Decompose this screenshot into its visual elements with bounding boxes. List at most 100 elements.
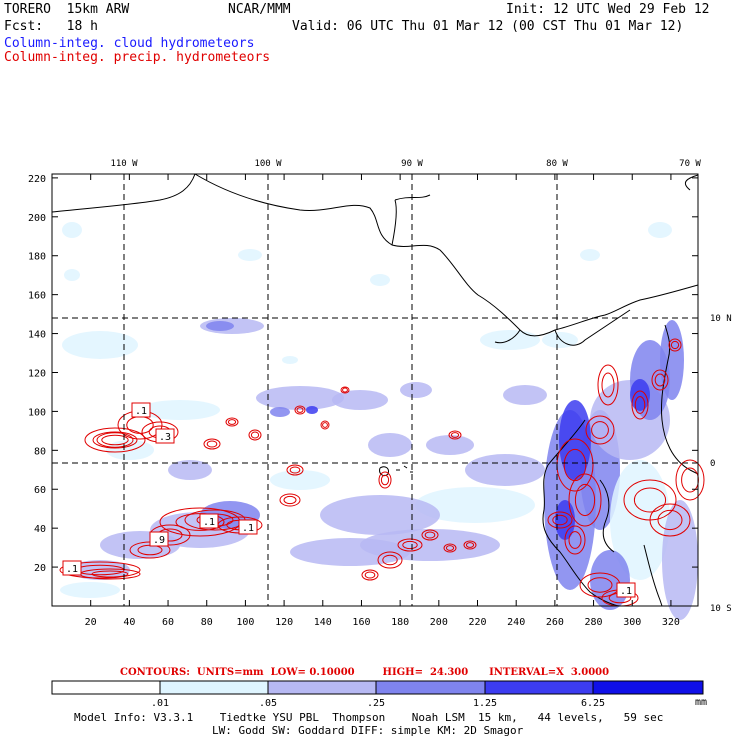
precip-contour <box>649 503 691 537</box>
precip-contour <box>564 525 586 555</box>
precip-contour <box>225 417 239 427</box>
precip-contour <box>563 448 587 482</box>
contour-label-box <box>155 428 175 444</box>
model-info-line-1: Model Info: V3.3.1 Tiedtke YSU PBL Thomp… <box>74 711 664 724</box>
precip-contour <box>681 467 699 493</box>
y-tick-label: 60 <box>34 485 46 496</box>
contour-label: .1 <box>66 564 78 575</box>
precip-contour <box>634 396 646 414</box>
cloud-shade <box>503 385 547 405</box>
precip-contour <box>378 471 392 489</box>
latitude-label: 0 <box>710 459 715 469</box>
precip-contour <box>552 514 568 526</box>
longitude-label: 90 W <box>401 159 423 169</box>
legend-swatch <box>375 680 486 695</box>
precip-contour <box>289 466 301 474</box>
precip-contour <box>342 387 348 393</box>
cloud-shade <box>610 460 670 580</box>
coastline-segment <box>661 324 699 475</box>
precip-contour <box>591 421 609 439</box>
precip-contour <box>380 474 390 486</box>
precip-contour <box>248 429 262 441</box>
precip-contour <box>101 434 129 446</box>
coastline-segment <box>542 419 621 607</box>
contour-label: .1 <box>203 517 215 528</box>
longitude-label: 70 W <box>679 159 701 169</box>
precip-contour <box>465 542 475 548</box>
x-tick-label: 180 <box>391 617 409 628</box>
contour-label: .9 <box>153 535 165 546</box>
contour-labels: .1 .3 .1 .9 .1 .1 .1 <box>62 402 636 598</box>
cloud-shade <box>64 269 80 281</box>
precip-contour <box>654 373 666 387</box>
forecast-hour: Fcst: 18 h <box>4 19 98 34</box>
precip-contour <box>96 432 134 448</box>
x-tick-label: 60 <box>162 617 174 628</box>
x-tick-label: 80 <box>201 617 213 628</box>
legend-swatch <box>267 680 377 695</box>
cloud-shade <box>270 470 330 490</box>
legend-value: .05 <box>259 698 277 709</box>
lat-lon-gridlines <box>52 174 698 606</box>
precip-contour <box>59 561 141 579</box>
precip-contour <box>402 540 418 550</box>
latitude-labels: 10 N 0 10 S <box>710 314 732 614</box>
legend-value: .01 <box>151 698 169 709</box>
cloud-shade <box>415 487 535 523</box>
precip-contour <box>203 438 221 450</box>
precip-contour <box>631 390 649 420</box>
precip-contour <box>651 369 669 391</box>
precip-contour <box>568 531 582 549</box>
cloud-field-label: Column-integ. cloud hydrometeors <box>4 36 255 51</box>
precip-contour <box>294 405 306 415</box>
x-tick-label: 120 <box>275 617 293 628</box>
contour-label-box <box>199 513 219 529</box>
cloud-shade <box>60 582 120 598</box>
contour-label: .1 <box>135 406 147 417</box>
y-tick-label: 140 <box>28 330 46 341</box>
legend-units: mm <box>695 697 708 708</box>
x-tick-label: 280 <box>585 617 603 628</box>
contour-label: .3 <box>159 432 171 443</box>
y-tick-label: 120 <box>28 368 46 379</box>
precip-contour <box>377 551 403 569</box>
center-label: NCAR/MMM <box>228 2 291 17</box>
precip-contour <box>296 407 304 413</box>
precip-contour <box>443 543 457 553</box>
precip-contour <box>670 340 680 350</box>
x-tick-label: 320 <box>662 617 680 628</box>
precip-contour <box>568 473 602 527</box>
precip-contour <box>91 570 129 578</box>
map-frame <box>51 173 699 607</box>
precip-contour <box>84 427 146 453</box>
coastline-segment <box>391 194 431 246</box>
y-tick-label: 220 <box>28 174 46 185</box>
cloud-shade <box>580 249 600 261</box>
precip-contour <box>463 540 477 550</box>
cloud-shade <box>542 332 578 348</box>
cloud-shade <box>662 500 698 620</box>
legend-swatch <box>592 680 704 695</box>
cloud-shade <box>62 331 138 359</box>
cloud-shade <box>590 550 630 610</box>
y-tick-label: 20 <box>34 563 46 574</box>
precip-contour <box>283 495 297 505</box>
y-tick-label: 200 <box>28 213 46 224</box>
model-title: TORERO 15km ARW <box>4 2 130 17</box>
x-tick-label: 160 <box>352 617 370 628</box>
cloud-shade <box>660 320 684 400</box>
x-tick-label: 220 <box>468 617 486 628</box>
model-info-line-2: LW: Godd SW: Goddard DIFF: simple KM: 2D… <box>212 724 524 737</box>
precip-contour <box>547 511 573 529</box>
color-legend-bar: .01 .05 .25 1.25 6.25 <box>51 680 704 709</box>
precip-contour <box>397 538 423 552</box>
precip-contour <box>421 529 439 541</box>
x-tick-label: 40 <box>123 617 135 628</box>
x-tick-label: 140 <box>314 617 332 628</box>
cloud-shade <box>426 435 474 455</box>
contour-label: .1 <box>242 523 254 534</box>
legend-value: .25 <box>367 698 385 709</box>
precip-contour <box>597 364 619 406</box>
legend-value: 1.25 <box>473 698 497 709</box>
